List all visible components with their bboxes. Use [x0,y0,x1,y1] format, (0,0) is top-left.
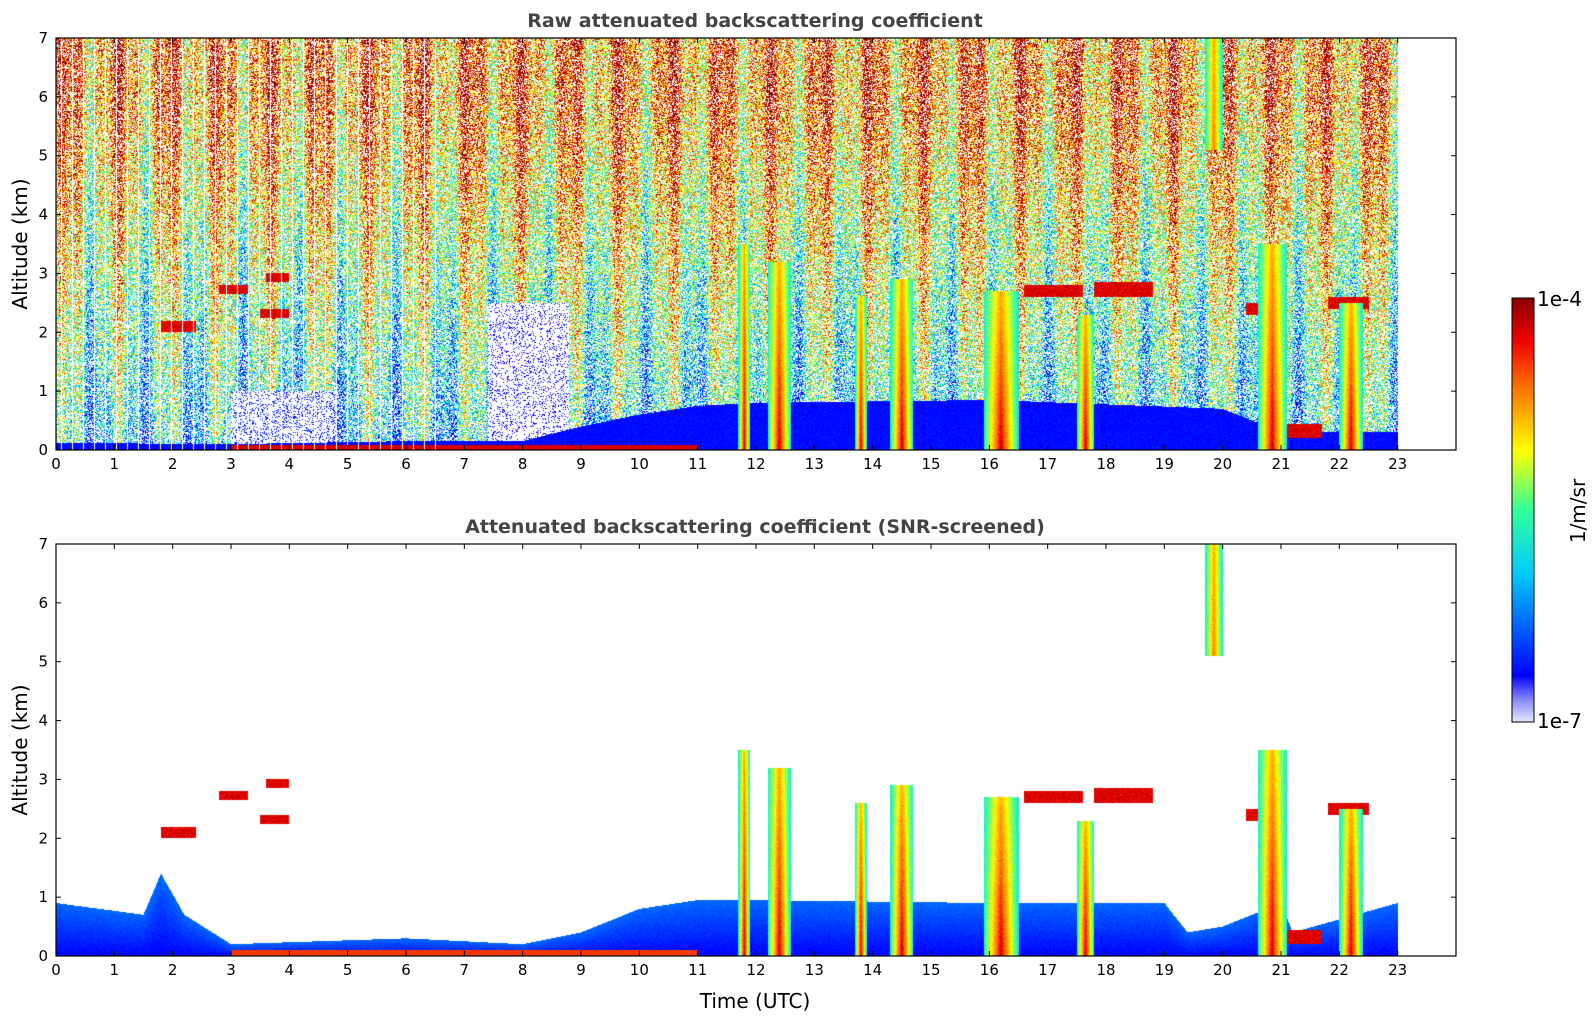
colorbar-gradient [1511,297,1535,723]
colorbar: 1e-4 1e-7 1/m/sr [1511,287,1590,733]
colorbar-min-label: 1e-7 [1537,709,1582,733]
panel-raw-ticks: 0 1 2 3 4 5 6 7 8 9 10 11 12 13 14 15 16 17 18 19 20 21 22 2301… [38,29,1456,473]
x-tick-label: 13 [805,455,824,473]
y-tick-label: 6 [38,594,48,612]
y-tick-label: 1 [38,382,48,400]
x-tick-label: 6 [401,961,411,979]
x-tick-label: 13 [805,961,824,979]
x-tick-label: 12 [746,455,765,473]
x-tick-label: 9 [576,455,586,473]
y-tick-label: 4 [38,712,48,730]
x-tick-label: 15 [921,961,940,979]
x-tick-label: 1 [110,961,120,979]
x-tick-label: 12 [746,961,765,979]
panel-raw-heatmap [56,38,1456,450]
x-tick-label: 19 [1155,961,1174,979]
panel-screened-title: Attenuated backscattering coefficient (S… [465,516,1045,538]
colorbar-max-label: 1e-4 [1537,287,1582,311]
x-tick-label: 5 [343,961,353,979]
x-tick-label: 16 [980,961,999,979]
y-tick-label: 7 [38,535,48,553]
x-tick-label: 10 [630,455,649,473]
y-tick-label: 4 [38,206,48,224]
x-tick-label: 7 [460,961,470,979]
x-tick-label: 23 [1388,455,1407,473]
x-tick-label: 18 [1096,961,1115,979]
x-tick-label: 0 [51,961,61,979]
x-tick-label: 20 [1213,455,1232,473]
y-tick-label: 6 [38,88,48,106]
y-tick-label: 3 [38,264,48,282]
x-tick-label: 21 [1271,455,1290,473]
y-tick-label: 2 [38,323,48,341]
panel-screened-y-label: Altitude (km) [8,684,32,815]
x-tick-label: 7 [460,455,470,473]
x-tick-label: 8 [518,961,528,979]
x-tick-label: 9 [576,961,586,979]
panel-screened-ticks: 0 1 2 3 4 5 6 7 8 9 10 11 12 13 14 15 16 17 18 19 20 21 22 2301… [38,535,1456,979]
x-tick-label: 1 [110,455,120,473]
x-tick-label: 17 [1038,961,1057,979]
y-tick-label: 0 [38,441,48,459]
x-tick-label: 19 [1155,455,1174,473]
x-tick-label: 3 [226,961,236,979]
x-tick-label: 11 [688,455,707,473]
panel-raw-title: Raw attenuated backscattering coefficien… [527,10,983,32]
colorbar-unit-label: 1/m/sr [1566,478,1590,543]
x-tick-label: 10 [630,961,649,979]
x-tick-label: 20 [1213,961,1232,979]
x-tick-label: 16 [980,455,999,473]
y-tick-label: 2 [38,829,48,847]
x-tick-label: 22 [1330,961,1349,979]
panel-raw: Raw attenuated backscattering coefficien… [8,10,1457,473]
x-tick-label: 15 [921,455,940,473]
y-tick-label: 1 [38,888,48,906]
x-tick-label: 6 [401,455,411,473]
y-tick-label: 5 [38,653,48,671]
x-tick-label: 2 [168,961,178,979]
x-tick-label: 18 [1096,455,1115,473]
x-tick-label: 3 [226,455,236,473]
x-axis-label: Time (UTC) [699,989,811,1013]
x-tick-label: 8 [518,455,528,473]
x-tick-label: 23 [1388,961,1407,979]
x-tick-label: 14 [863,455,882,473]
y-tick-label: 0 [38,947,48,965]
x-tick-label: 5 [343,455,353,473]
y-tick-label: 5 [38,147,48,165]
x-tick-label: 21 [1271,961,1290,979]
y-tick-label: 7 [38,29,48,47]
x-tick-label: 0 [51,455,61,473]
x-tick-label: 4 [285,455,295,473]
panel-raw-y-label: Altitude (km) [8,178,32,309]
y-tick-label: 3 [38,770,48,788]
panel-screened-heatmap [56,544,1456,956]
x-tick-label: 11 [688,961,707,979]
x-tick-label: 14 [863,961,882,979]
x-tick-label: 4 [285,961,295,979]
x-tick-label: 17 [1038,455,1057,473]
panel-screened: Attenuated backscattering coefficient (S… [8,516,1457,1013]
x-tick-label: 2 [168,455,178,473]
x-tick-label: 22 [1330,455,1349,473]
